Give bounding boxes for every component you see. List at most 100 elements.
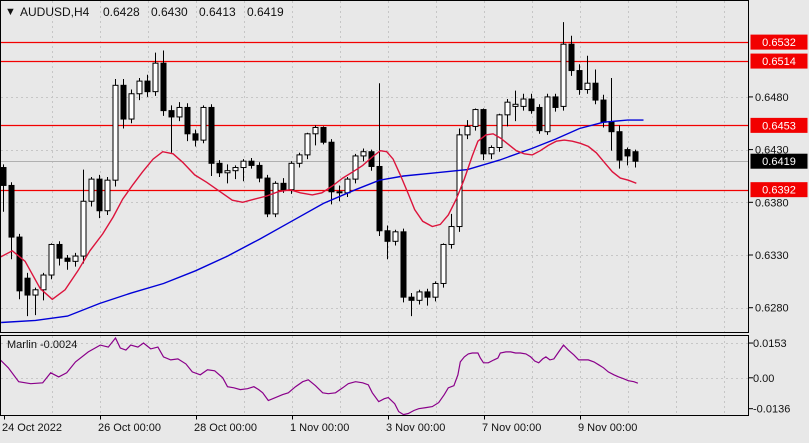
candle[interactable] — [24, 272, 31, 317]
candle[interactable] — [552, 93, 559, 112]
grid-layer — [1, 1, 748, 416]
candle[interactable] — [408, 292, 415, 317]
candle[interactable] — [168, 105, 175, 153]
candle[interactable] — [616, 125, 623, 169]
time-tick-label: 28 Oct 00:00 — [194, 422, 257, 434]
candle[interactable] — [472, 108, 479, 131]
candle[interactable] — [72, 252, 79, 267]
candle[interactable] — [432, 281, 439, 302]
candle[interactable] — [608, 77, 615, 151]
candle[interactable] — [216, 160, 223, 178]
candle[interactable] — [120, 78, 127, 129]
price-level-label — [750, 117, 808, 133]
candle[interactable] — [416, 289, 423, 305]
chart-header: ▼ AUDUSD,H4 0.6428 0.6430 0.6413 0.6419 — [5, 5, 284, 19]
marlin-indicator-layer — [1, 336, 639, 415]
candle[interactable] — [48, 243, 55, 280]
moving-averages-layer — [1, 119, 644, 324]
candle[interactable] — [496, 113, 503, 152]
candle[interactable] — [352, 153, 359, 184]
candle[interactable] — [200, 105, 207, 144]
candle[interactable] — [360, 148, 367, 162]
price-tick-label: 0.6330 — [755, 250, 789, 262]
candle[interactable] — [336, 185, 343, 202]
candle[interactable] — [16, 233, 23, 300]
candle[interactable] — [8, 182, 15, 260]
candle[interactable] — [544, 93, 551, 135]
candle[interactable] — [296, 152, 303, 168]
price-axis[interactable]: 0.6480 0.6430 0.6380 0.6330 0.6280 0.6532 0.65… — [748, 34, 808, 416]
candle[interactable] — [328, 139, 335, 205]
indicator-panel[interactable] — [0, 335, 749, 416]
symbol-dropdown-icon[interactable]: ▼ — [5, 6, 16, 18]
candle[interactable] — [384, 225, 391, 260]
candle[interactable] — [560, 22, 567, 111]
candle[interactable] — [128, 89, 135, 124]
candle[interactable] — [184, 103, 191, 142]
candle[interactable] — [528, 93, 535, 114]
candle[interactable] — [112, 78, 119, 187]
candle[interactable] — [584, 55, 591, 94]
candle[interactable] — [232, 165, 239, 180]
candle[interactable] — [400, 228, 407, 303]
candle[interactable] — [88, 177, 95, 207]
time-axis[interactable]: 24 Oct 2022 26 Oct 00:00 28 Oct 00:00 1 Nov… — [2, 415, 637, 435]
candle[interactable] — [424, 288, 431, 306]
candle[interactable] — [248, 158, 255, 169]
candle[interactable] — [464, 120, 471, 140]
time-tick-label: 24 Oct 2022 — [2, 422, 62, 434]
candle[interactable] — [256, 162, 263, 183]
candle[interactable] — [592, 69, 599, 105]
candle[interactable] — [80, 169, 87, 264]
main-chart-panel[interactable] — [0, 0, 749, 333]
price-level-label — [750, 182, 808, 198]
price-level-label-text: 0.6532 — [762, 37, 796, 49]
candle[interactable] — [224, 164, 231, 184]
marlin-line — [1, 336, 639, 415]
candle[interactable] — [104, 177, 111, 215]
candle[interactable] — [480, 108, 487, 161]
header-symbol-period: AUDUSD,H4 — [20, 5, 90, 19]
candle[interactable] — [40, 272, 47, 301]
candle[interactable] — [152, 52, 159, 96]
candle[interactable] — [32, 287, 39, 316]
header-low-value: 0.6413 — [199, 5, 236, 19]
candle[interactable] — [576, 64, 583, 95]
candle[interactable] — [304, 132, 311, 160]
candle[interactable] — [288, 161, 295, 194]
candle[interactable] — [488, 145, 495, 160]
candle[interactable] — [240, 159, 247, 182]
candle[interactable] — [208, 104, 215, 176]
candle[interactable] — [192, 129, 199, 147]
candle[interactable] — [160, 50, 167, 116]
candle[interactable] — [376, 83, 383, 237]
candle[interactable] — [520, 93, 527, 111]
indicator-name-label: Marlin -0.0024 — [7, 339, 77, 351]
price-level-label — [750, 153, 808, 169]
candle[interactable] — [320, 126, 327, 145]
candle[interactable] — [392, 229, 399, 246]
candle[interactable] — [312, 125, 319, 146]
panel-splitter[interactable] — [0, 333, 749, 336]
header-close-value: 0.6419 — [247, 5, 284, 19]
candle[interactable] — [448, 213, 455, 249]
price-level-label-text: 0.6514 — [762, 56, 796, 68]
candle[interactable] — [1, 164, 7, 212]
candle[interactable] — [512, 90, 519, 122]
candle[interactable] — [176, 102, 183, 122]
candle[interactable] — [96, 174, 103, 219]
candle[interactable] — [440, 243, 447, 288]
candle[interactable] — [136, 77, 143, 101]
candle[interactable] — [632, 149, 639, 168]
candle[interactable] — [456, 128, 463, 232]
candle[interactable] — [568, 35, 575, 76]
candle[interactable] — [64, 255, 71, 270]
candle[interactable] — [504, 99, 511, 127]
candle[interactable] — [56, 241, 63, 266]
candle[interactable] — [144, 74, 151, 97]
candle[interactable] — [536, 104, 543, 134]
candle[interactable] — [624, 147, 631, 166]
candle[interactable] — [272, 181, 279, 218]
price-level-label — [750, 53, 808, 69]
